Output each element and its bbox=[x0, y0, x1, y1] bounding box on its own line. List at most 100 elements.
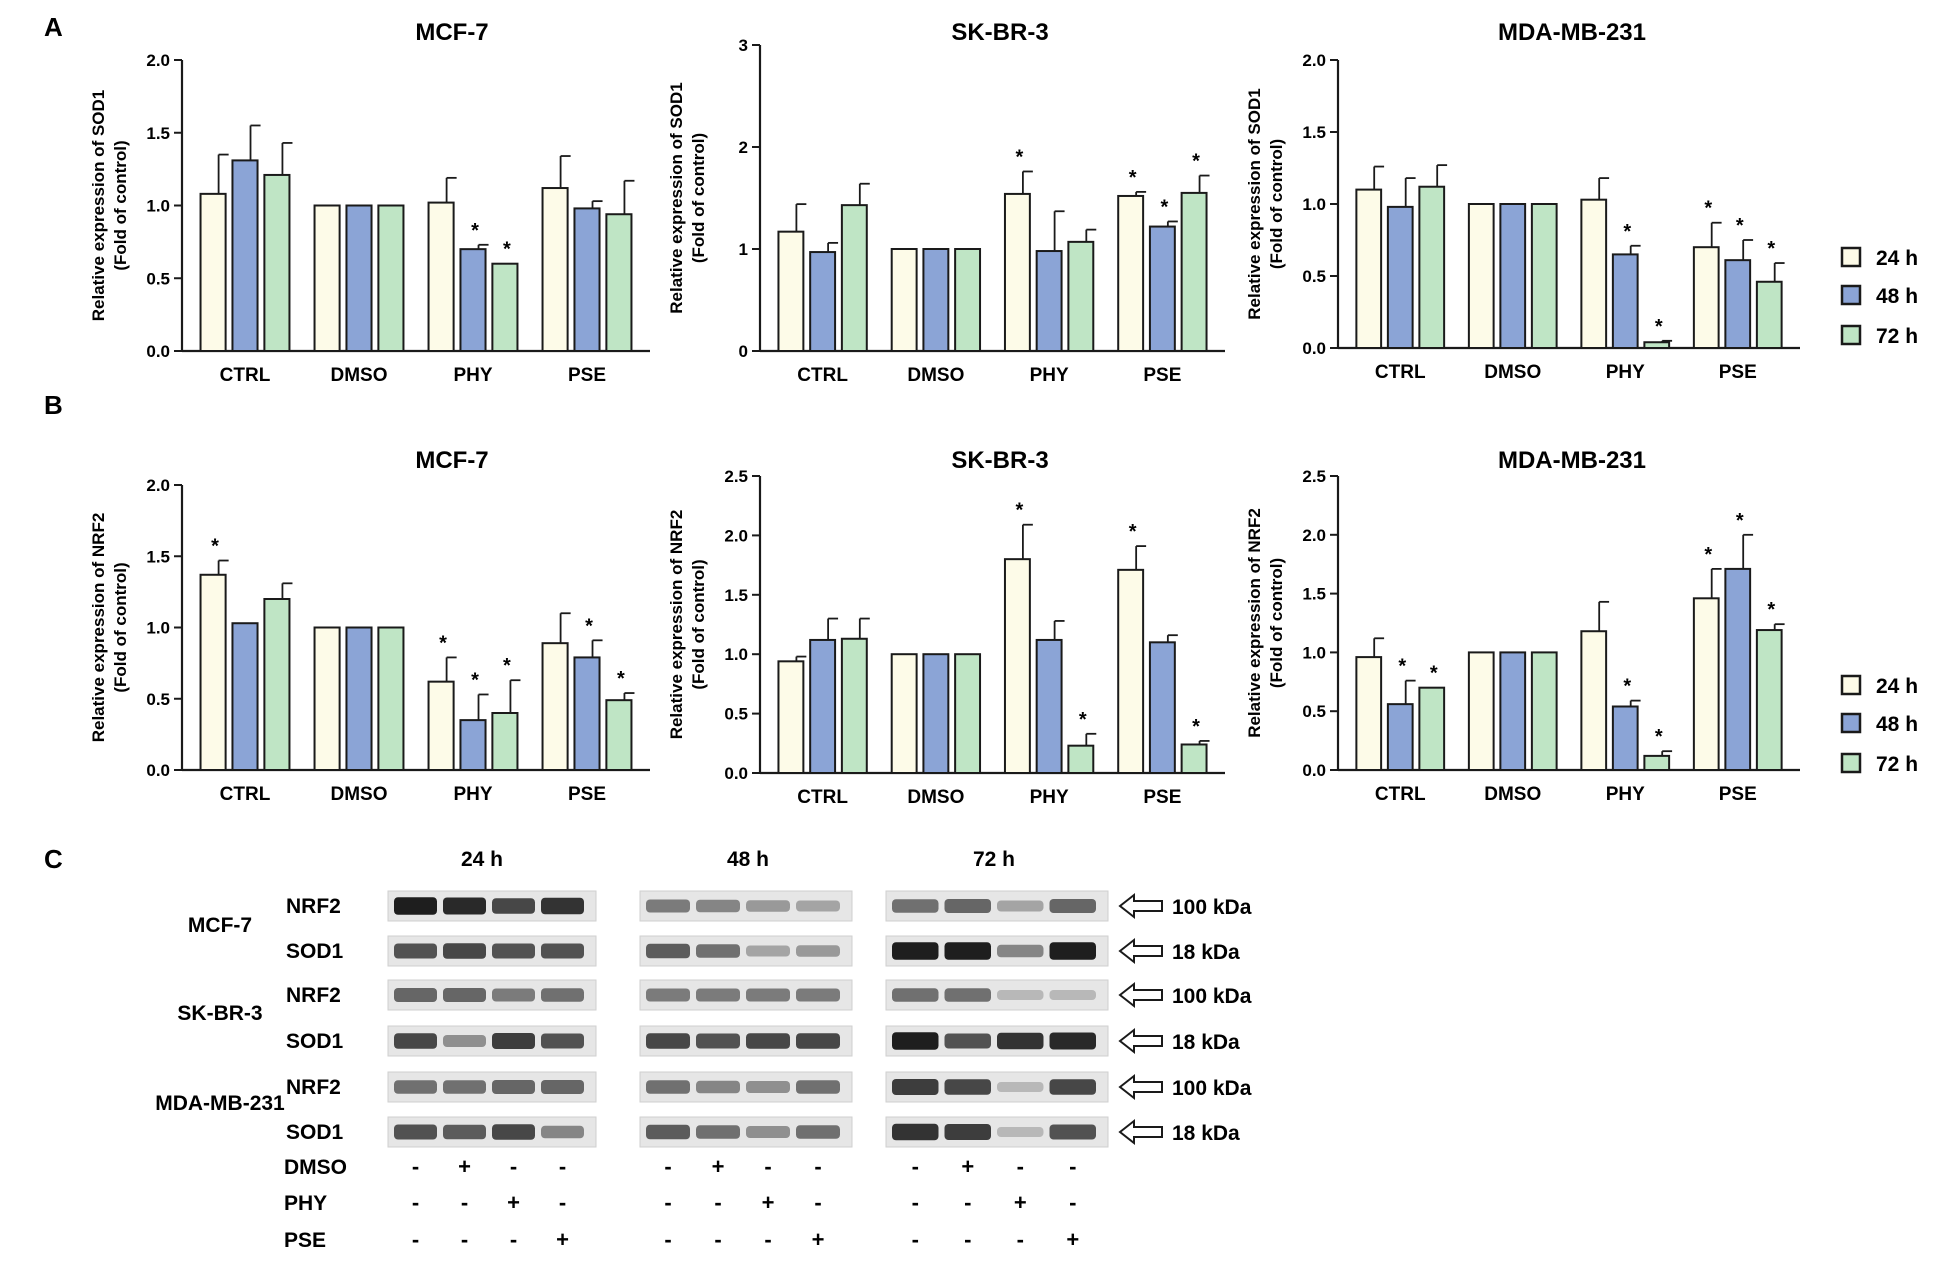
blot-band bbox=[746, 1033, 790, 1049]
blot-band bbox=[646, 1033, 690, 1049]
bar bbox=[1418, 686, 1446, 771]
y-tick-label: 1.5 bbox=[1302, 123, 1326, 142]
bar bbox=[1643, 341, 1671, 349]
x-category-label: CTRL bbox=[220, 784, 271, 805]
blot-band bbox=[646, 988, 690, 1002]
arrow-icon bbox=[1118, 1118, 1163, 1146]
blot-band bbox=[746, 1126, 790, 1138]
blot-band bbox=[443, 1124, 486, 1140]
y-tick-label: 1.5 bbox=[146, 547, 170, 566]
significance-star: * bbox=[211, 536, 219, 558]
treatment-sign: - bbox=[1069, 1190, 1076, 1215]
treatment-sign: + bbox=[712, 1154, 725, 1179]
blot-band bbox=[443, 897, 486, 915]
molecular-weight-label: 18 kDa bbox=[1172, 1031, 1240, 1054]
blot-band bbox=[1049, 942, 1096, 960]
y-tick-label: 0.5 bbox=[724, 705, 748, 724]
timepoint-label: 24 h bbox=[461, 848, 503, 871]
y-tick-label: 1.5 bbox=[146, 124, 170, 143]
bar bbox=[954, 653, 982, 775]
bar bbox=[605, 213, 633, 352]
blot-band bbox=[1049, 899, 1096, 913]
protein-label: NRF2 bbox=[286, 1076, 341, 1099]
bar bbox=[1003, 192, 1031, 352]
x-category-label: PSE bbox=[1719, 784, 1757, 805]
blot-band bbox=[997, 900, 1044, 912]
blot-band bbox=[394, 897, 437, 915]
blot-band bbox=[944, 899, 991, 913]
bar bbox=[1755, 629, 1783, 772]
significance-star: * bbox=[1398, 656, 1406, 678]
bar bbox=[263, 598, 291, 771]
treatment-sign: - bbox=[764, 1154, 771, 1179]
protein-label: SOD1 bbox=[286, 1030, 344, 1053]
bar bbox=[890, 248, 918, 352]
bar bbox=[1580, 630, 1608, 771]
arrow-icon bbox=[1118, 981, 1163, 1009]
x-category-label: PSE bbox=[568, 365, 606, 386]
significance-star: * bbox=[503, 239, 511, 261]
treatment-sign: - bbox=[559, 1190, 566, 1215]
significance-star: * bbox=[1655, 316, 1663, 338]
bar bbox=[840, 637, 868, 774]
chart-mdamb231-sod1: MDA-MB-231 Relative expression of SOD1 (Fo… bbox=[1245, 19, 1800, 383]
blot-band bbox=[696, 944, 740, 958]
treatment-sign: + bbox=[812, 1227, 825, 1252]
blot-band bbox=[796, 900, 840, 912]
bar bbox=[809, 638, 837, 774]
legend-label: 72 h bbox=[1876, 753, 1918, 776]
bar bbox=[922, 248, 950, 352]
treatment-sign: - bbox=[664, 1227, 671, 1252]
chart-mcf7-nrf2: MCF-7 Relative expression of NRF2 (Fold of… bbox=[89, 447, 650, 805]
x-category-label: DMSO bbox=[907, 787, 964, 808]
treatment-sign: + bbox=[556, 1227, 569, 1252]
bar bbox=[231, 159, 259, 352]
blot-band bbox=[541, 1080, 584, 1094]
blot-band bbox=[541, 1125, 584, 1139]
y-tick-label: 3 bbox=[739, 36, 748, 55]
blot-band bbox=[746, 945, 790, 957]
y-tick-label: 2 bbox=[739, 138, 748, 157]
bar bbox=[1467, 651, 1495, 772]
protein-label: SOD1 bbox=[286, 1121, 344, 1144]
y-tick-label: 1.0 bbox=[146, 619, 170, 638]
bar bbox=[573, 656, 601, 771]
bar bbox=[231, 622, 259, 771]
chart-mcf7-sod1: MCF-7 Relative expression of SOD1 (Fold of… bbox=[89, 19, 650, 386]
y-axis-label: Relative expression of NRF2 bbox=[89, 513, 108, 743]
legend-label: 72 h bbox=[1876, 325, 1918, 348]
x-category-label: PHY bbox=[1606, 784, 1645, 805]
significance-star: * bbox=[1623, 676, 1631, 698]
legend-label: 24 h bbox=[1876, 675, 1918, 698]
bar bbox=[541, 187, 569, 352]
bar bbox=[1724, 567, 1752, 771]
significance-star: * bbox=[1129, 521, 1137, 543]
x-category-label: DMSO bbox=[1484, 362, 1541, 383]
blot-band bbox=[541, 1033, 584, 1049]
blot-band bbox=[696, 1080, 740, 1094]
legend-row-b: 24 h 48 h 72 h bbox=[1840, 674, 1918, 776]
treatment-sign: - bbox=[814, 1154, 821, 1179]
y-tick-label: 2.0 bbox=[146, 476, 170, 495]
treatment-sign: - bbox=[912, 1154, 919, 1179]
bar bbox=[1755, 280, 1783, 350]
bar bbox=[1003, 558, 1031, 774]
treatment-sign: + bbox=[961, 1154, 974, 1179]
bar bbox=[1035, 250, 1063, 352]
treatment-sign: - bbox=[510, 1227, 517, 1252]
y-tick-label: 1.0 bbox=[1302, 643, 1326, 662]
x-category-label: DMSO bbox=[331, 784, 388, 805]
bar bbox=[1117, 568, 1145, 774]
blot-band bbox=[746, 1081, 790, 1093]
bar bbox=[1499, 651, 1527, 772]
y-tick-label: 2.5 bbox=[724, 467, 748, 486]
blot-band bbox=[492, 1080, 535, 1094]
treatment-sign: - bbox=[814, 1190, 821, 1215]
blot-band bbox=[944, 942, 991, 960]
blot-band bbox=[1049, 1124, 1096, 1140]
bar bbox=[1611, 705, 1639, 771]
bar bbox=[1530, 203, 1558, 349]
blot-band bbox=[394, 1080, 437, 1094]
significance-star: * bbox=[1704, 198, 1712, 220]
blot-band bbox=[492, 988, 535, 1002]
